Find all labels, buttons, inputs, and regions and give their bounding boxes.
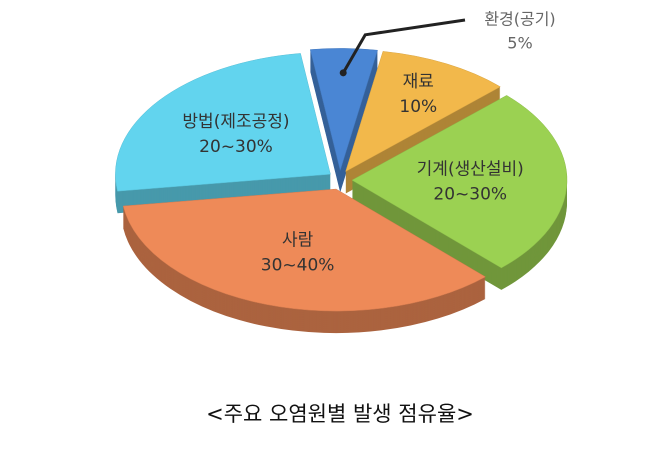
slice-top <box>122 188 486 312</box>
chart-title: <주요 오염원별 발생 점유율> <box>206 402 474 426</box>
leader-dot <box>339 69 347 77</box>
slice-label: 환경(공기) <box>484 10 555 29</box>
slice-value: 20~30% <box>199 137 273 157</box>
slice-top <box>345 51 501 173</box>
slice-top <box>115 53 331 192</box>
slice-value: 10% <box>399 97 437 117</box>
slice-label: 방법(제조공정) <box>182 112 289 132</box>
slice <box>345 51 501 194</box>
slice <box>351 95 568 290</box>
leader-line <box>341 18 466 74</box>
slice <box>122 188 486 334</box>
slice-label: 재료 <box>403 72 434 92</box>
slice <box>309 48 378 193</box>
slice-value: 20~30% <box>433 184 507 204</box>
slice-top <box>309 48 378 172</box>
slice-value: 5% <box>507 34 532 53</box>
slice-value: 30~40% <box>261 256 335 276</box>
slice-label: 사람 <box>282 231 314 251</box>
slice-top <box>351 95 568 269</box>
slice-label: 기계(생산설비) <box>417 159 524 179</box>
slice <box>115 53 331 214</box>
